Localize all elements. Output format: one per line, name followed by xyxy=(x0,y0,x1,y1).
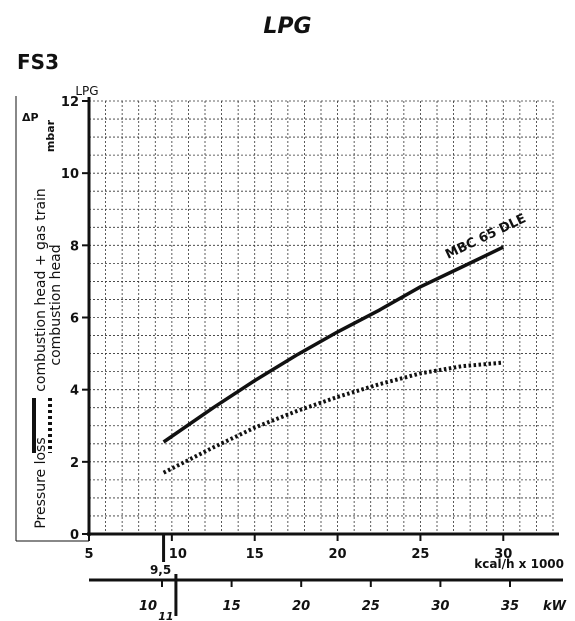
x-min-marker-label: 9,5 xyxy=(150,563,171,577)
y-tick-label: 4 xyxy=(70,384,79,399)
legend-label-dotted: combustion head xyxy=(48,244,64,365)
kw-tick-label: 15 xyxy=(223,599,241,614)
x-tick-label: 5 xyxy=(84,547,93,562)
y-axis-label: Pressure loss xyxy=(33,437,49,528)
page-title: LPG xyxy=(263,14,312,39)
y-tick-label: 10 xyxy=(61,167,79,182)
kw-min-marker-label: 11 xyxy=(158,610,173,621)
x-tick-label: 30 xyxy=(494,547,512,562)
x-tick-label: 15 xyxy=(246,547,264,562)
x-axis-label: kcal/h x 1000 xyxy=(474,557,564,571)
legend-label-solid: combustion head + gas train xyxy=(33,188,49,392)
y-tick-label: 12 xyxy=(61,95,79,110)
kw-tick-label: 35 xyxy=(501,599,519,614)
unit-label: mbar xyxy=(44,119,57,152)
y-tick-label: 8 xyxy=(70,239,79,254)
labels: 0 2 4 6 8 10 12 5 10 15 20 25 30 9,5 kcal/h x 1000 10 15… xyxy=(22,84,567,621)
grid xyxy=(89,100,554,534)
x-tick-label: 20 xyxy=(329,547,347,562)
x-tick-label: 10 xyxy=(169,547,187,562)
axes xyxy=(15,96,563,616)
fuel-label: LPG xyxy=(75,84,98,98)
y-tick-label: 6 xyxy=(70,312,79,327)
y-tick-label: 0 xyxy=(70,528,79,543)
series-line-dotted xyxy=(162,360,504,475)
y-tick-label: 2 xyxy=(70,456,79,471)
kw-tick-label: 25 xyxy=(362,599,380,614)
kw-axis-label: kW xyxy=(543,599,567,614)
kw-tick-label: 10 xyxy=(139,599,157,614)
model-code: FS3 xyxy=(17,50,59,74)
marks xyxy=(162,245,505,475)
delta-p-label: ΔP xyxy=(22,111,39,124)
x-tick-label: 25 xyxy=(411,547,429,562)
series-line-solid xyxy=(162,245,505,444)
kw-tick-label: 30 xyxy=(431,599,449,614)
kw-tick-label: 20 xyxy=(292,599,310,614)
